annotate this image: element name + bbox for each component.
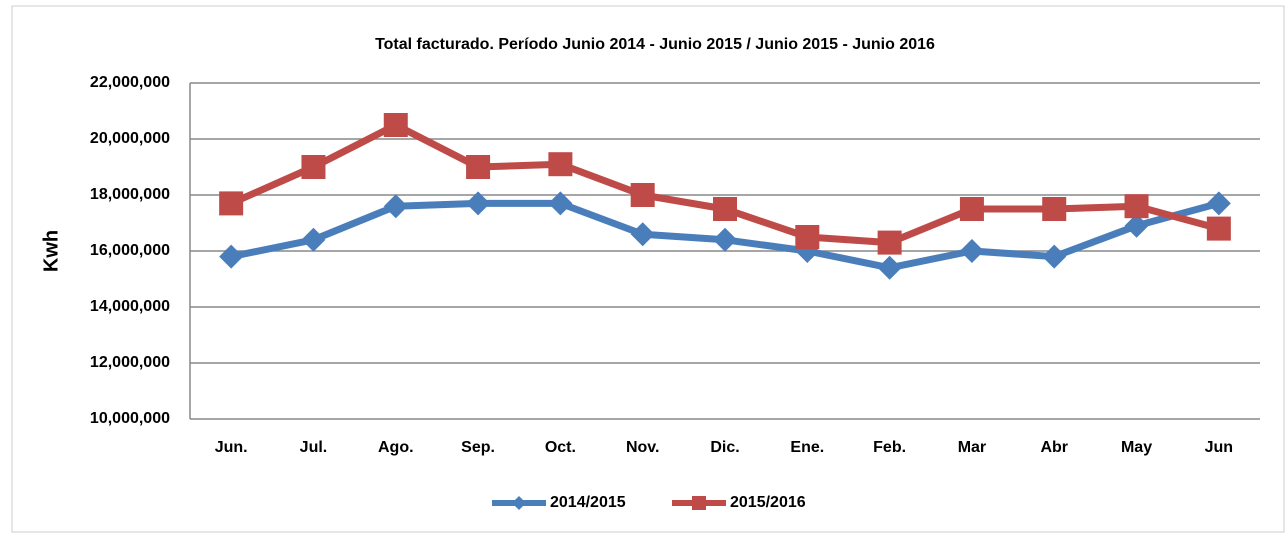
marker bbox=[1206, 216, 1231, 241]
marker bbox=[713, 197, 737, 221]
marker bbox=[959, 197, 984, 221]
x-tick-label: Oct. bbox=[545, 439, 576, 456]
x-tick-label: Jun. bbox=[215, 439, 248, 456]
marker bbox=[630, 183, 655, 207]
marker bbox=[1042, 197, 1067, 221]
x-tick-label: Mar bbox=[958, 439, 986, 456]
marker bbox=[548, 191, 573, 216]
marker bbox=[1042, 244, 1067, 269]
legend-label: 2015/2016 bbox=[730, 494, 806, 511]
marker bbox=[466, 191, 491, 216]
marker bbox=[1124, 194, 1149, 219]
marker bbox=[877, 230, 902, 255]
marker bbox=[466, 155, 491, 179]
marker bbox=[548, 152, 573, 177]
series-line bbox=[229, 121, 1220, 247]
legend-marker bbox=[512, 496, 526, 510]
x-tick-label: Feb. bbox=[873, 439, 906, 456]
chart-title: Total facturado. Período Junio 2014 - Ju… bbox=[375, 36, 935, 53]
x-tick-label: Jun bbox=[1205, 439, 1233, 456]
x-tick-label: May bbox=[1121, 439, 1152, 456]
marker bbox=[877, 255, 902, 280]
y-axis-label: Kwh bbox=[40, 230, 62, 272]
marker bbox=[795, 225, 820, 249]
marker bbox=[301, 155, 326, 179]
x-tick-label: Dic. bbox=[710, 439, 739, 456]
x-tick-label: Ago. bbox=[378, 439, 414, 456]
marker bbox=[219, 244, 244, 269]
marker bbox=[383, 194, 408, 219]
marker bbox=[383, 113, 408, 137]
legend-label: 2014/2015 bbox=[550, 494, 626, 511]
marker bbox=[1124, 213, 1149, 238]
y-tick-label: 20,000,000 bbox=[90, 130, 170, 147]
y-tick-label: 10,000,000 bbox=[90, 410, 170, 427]
x-tick-label: Jul. bbox=[300, 439, 328, 456]
y-tick-label: 12,000,000 bbox=[90, 354, 170, 371]
y-tick-label: 14,000,000 bbox=[90, 298, 170, 315]
marker bbox=[713, 227, 737, 252]
marker bbox=[301, 227, 326, 252]
x-tick-label: Ene. bbox=[790, 439, 824, 456]
x-tick-label: Nov. bbox=[626, 439, 659, 456]
marker bbox=[959, 239, 984, 263]
series bbox=[219, 113, 1231, 255]
chart-frame bbox=[11, 5, 1285, 533]
legend-marker bbox=[692, 496, 706, 510]
marker bbox=[630, 222, 655, 247]
y-tick-label: 16,000,000 bbox=[90, 242, 170, 259]
y-tick-label: 18,000,000 bbox=[90, 186, 170, 203]
x-tick-label: Sep. bbox=[461, 439, 495, 456]
marker bbox=[219, 191, 244, 216]
x-tick-label: Abr bbox=[1040, 439, 1068, 456]
marker bbox=[1206, 191, 1231, 216]
y-tick-label: 22,000,000 bbox=[90, 74, 170, 91]
